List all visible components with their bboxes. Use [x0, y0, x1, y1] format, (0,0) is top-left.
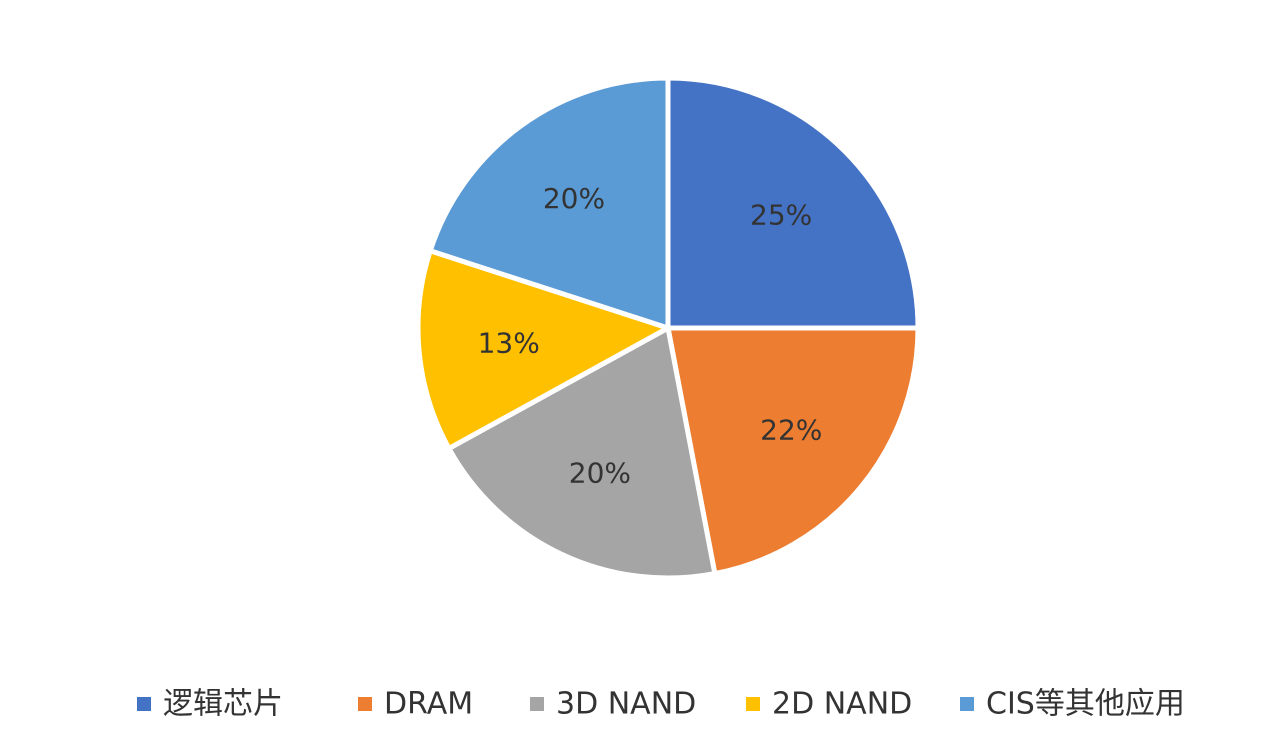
pie-slice-1: [665, 75, 921, 331]
slice-label-1: 25%: [750, 198, 812, 231]
legend-swatch-1: [137, 697, 151, 711]
legend-label-1: 逻辑芯片: [163, 687, 283, 722]
legend-label-4: 2D NAND: [772, 687, 912, 722]
slice-label-4: 13%: [478, 327, 540, 360]
pie-slice-4: [415, 248, 671, 451]
pie-slices: [415, 75, 921, 581]
legend-swatch-3: [530, 697, 544, 711]
slice-label-5: 20%: [543, 182, 605, 215]
pie-slice-labels: 25% 22% 20% 13% 20%: [478, 182, 823, 489]
legend-swatch-5: [960, 697, 974, 711]
legend-label-2: DRAM: [384, 687, 473, 722]
pie-slice-5: [427, 75, 671, 331]
legend: 逻辑芯片 DRAM 3D NAND 2D NAND CIS等其他应用: [137, 687, 1185, 722]
legend-swatch-2: [358, 697, 372, 711]
slice-label-3: 20%: [569, 456, 631, 489]
pie-slice-3: [446, 325, 718, 581]
legend-label-3: 3D NAND: [556, 687, 696, 722]
pie-slice-2: [665, 325, 921, 577]
slice-label-2: 22%: [760, 413, 822, 446]
legend-label-5: CIS等其他应用: [986, 687, 1185, 722]
legend-swatch-4: [746, 697, 760, 711]
